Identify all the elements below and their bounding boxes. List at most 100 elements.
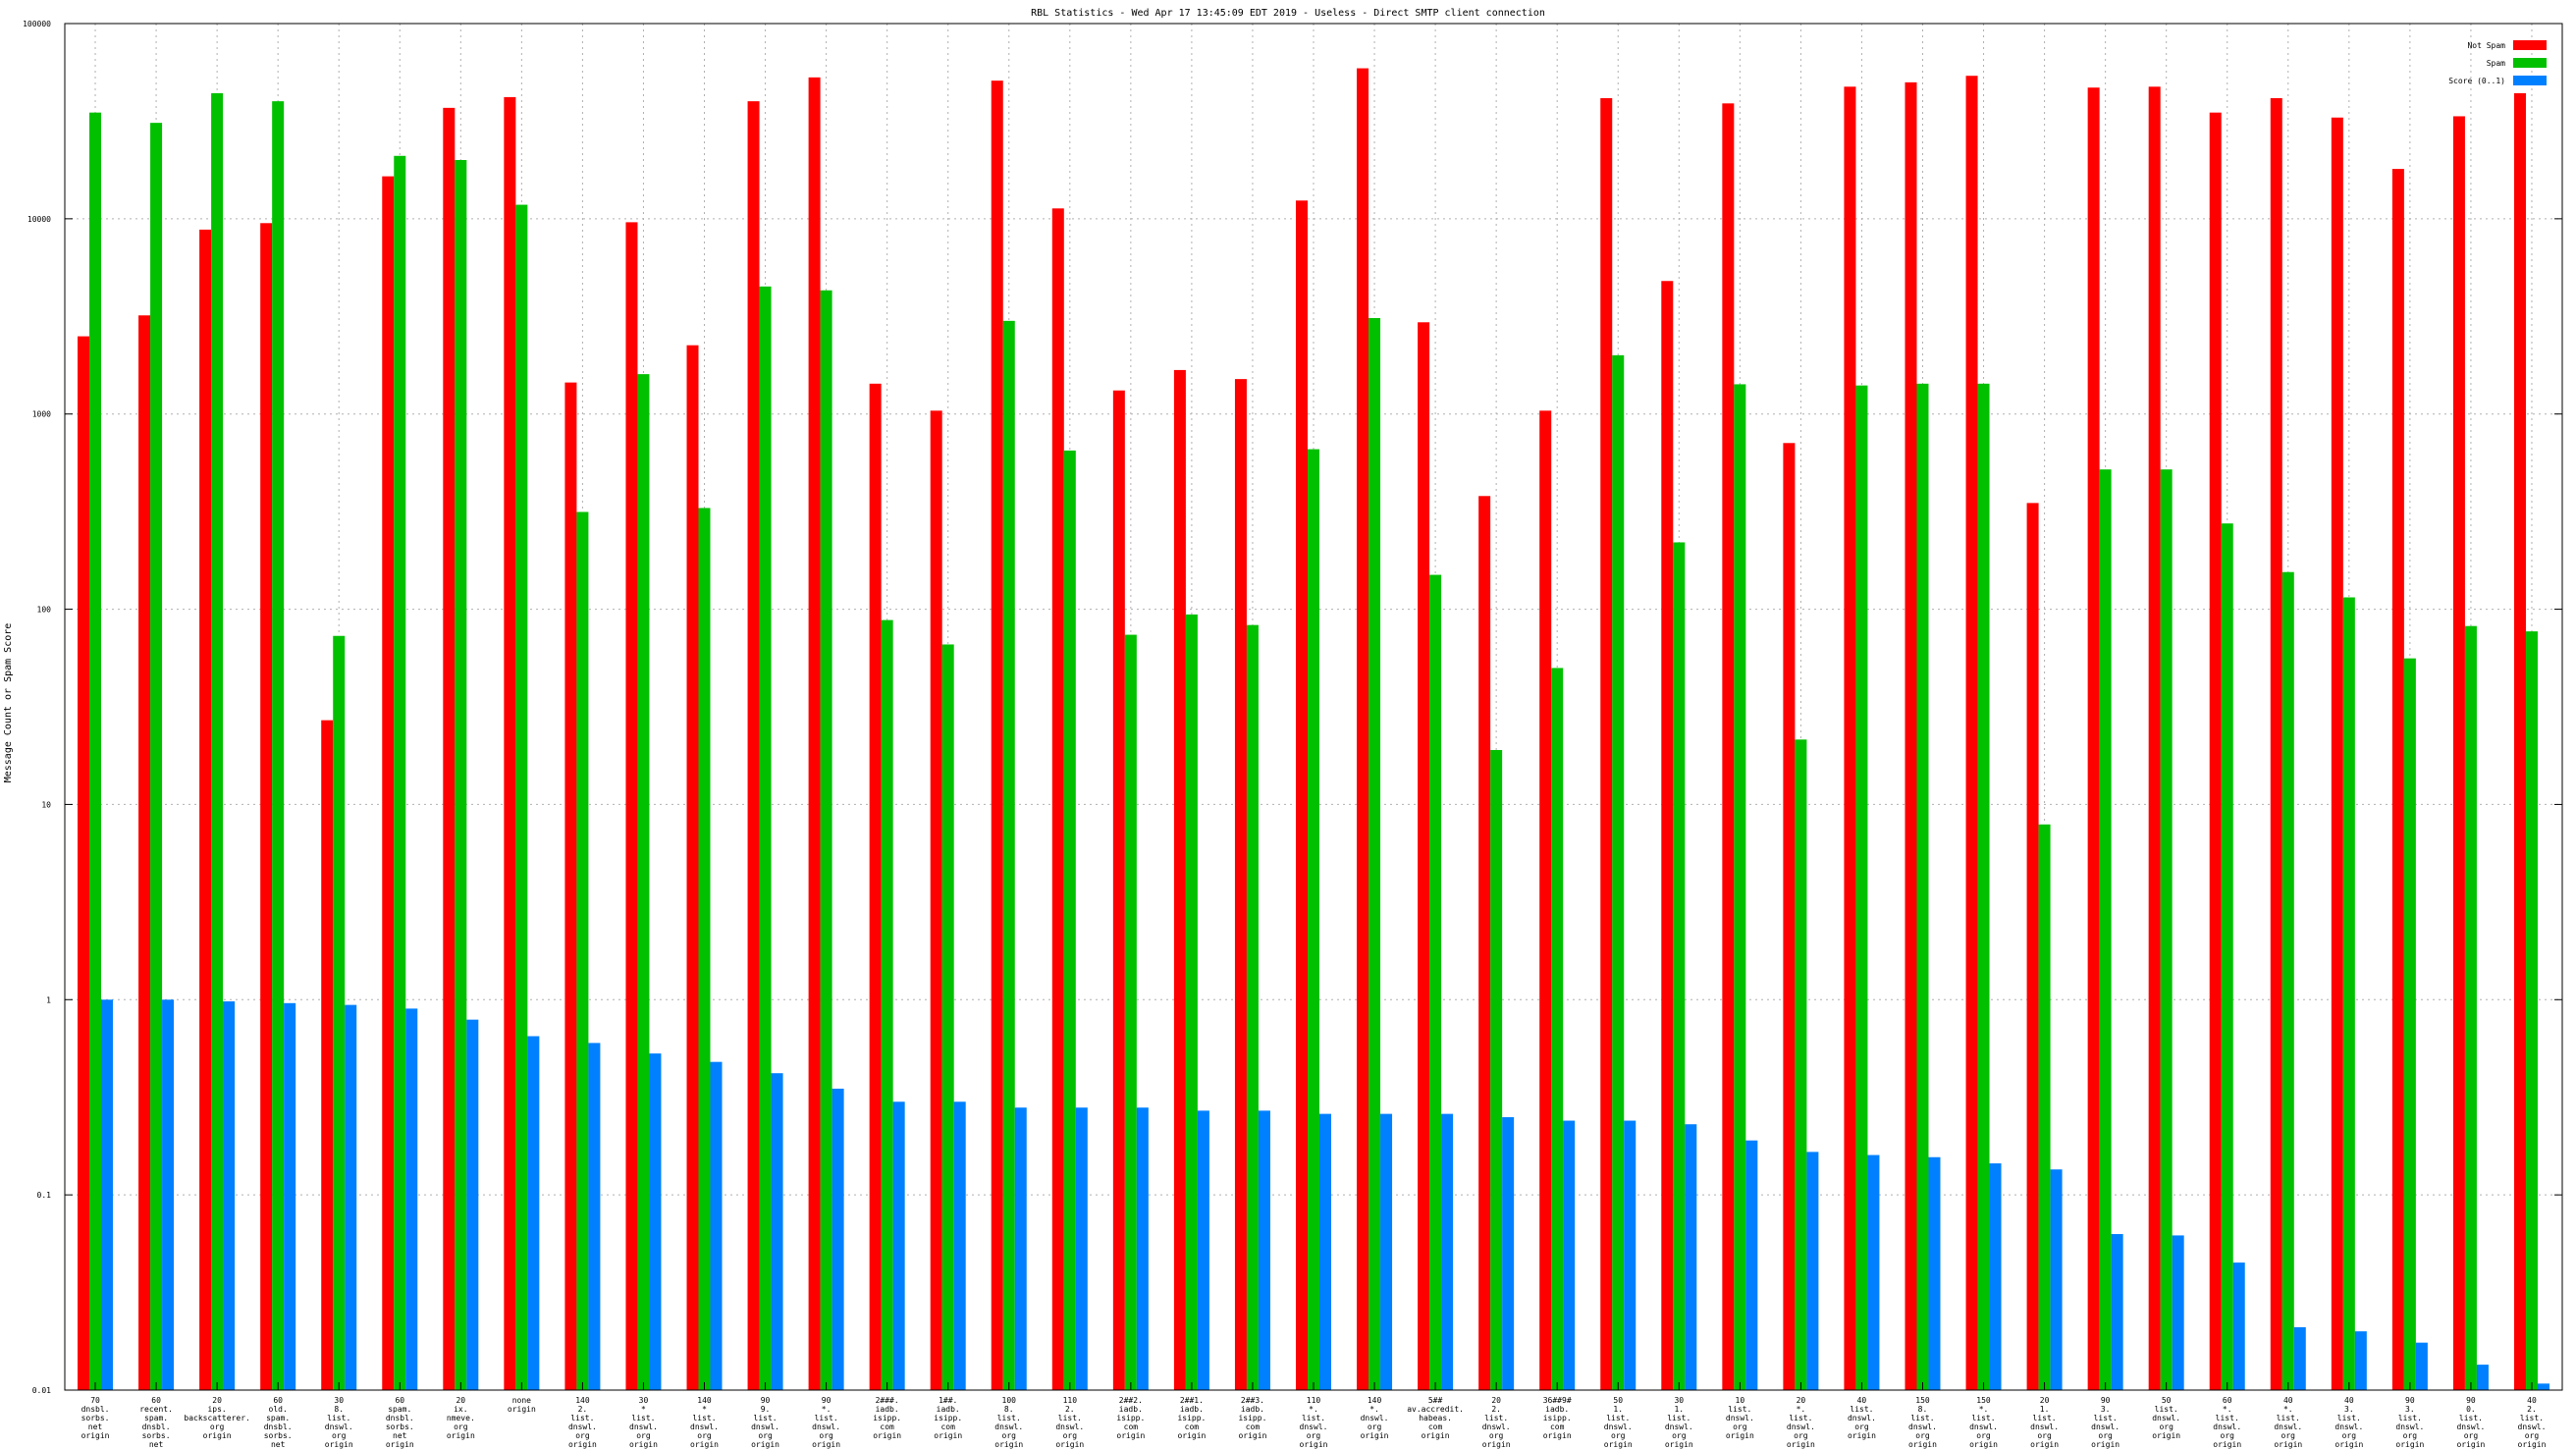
bar [443,107,456,1390]
bar [2342,597,2355,1390]
bar [284,1002,296,1390]
bar [869,383,882,1391]
y-tick-label: 10000 [27,215,51,224]
bar [394,155,406,1391]
x-tick-label: 20 1. list. dnswl. org origin [2030,1396,2059,1449]
x-tick-label: 20 ix. nmeve. org origin [447,1396,475,1440]
bar [1551,668,1564,1390]
x-tick-label: 90 3. list. dnswl. org origin [2395,1396,2424,1449]
chart-title: RBL Statistics - Wed Apr 17 13:45:09 EDT… [1031,8,1545,19]
bar [2476,1365,2489,1390]
x-tick-label: 1##. iadb. isipp. com origin [934,1396,962,1440]
bar [1661,281,1674,1390]
bar [260,223,273,1390]
bar [333,635,346,1390]
bar [1319,1113,1331,1390]
x-tick-label: 2###. iadb. isipp. com origin [873,1396,901,1440]
bar [637,374,650,1391]
bar [150,123,163,1390]
x-tick-label: 140 * list. dnswl. org origin [690,1396,719,1449]
bar [1357,68,1369,1390]
x-tick-label: 150 *. list. dnswl. org origin [1969,1396,1998,1449]
bar [1916,383,1929,1391]
bar [892,1101,905,1390]
bar [2099,469,2112,1390]
bar [2464,625,2477,1390]
bar [1234,379,1247,1391]
bar [2415,1342,2428,1390]
x-tick-label: 110 *. list. dnswl. org origin [1300,1396,1328,1449]
bar [808,77,821,1390]
x-tick-label: 10 list. dnswl. org origin [1726,1396,1754,1440]
bar [1075,1107,1088,1390]
y-tick-label: 10 [41,800,51,809]
x-tick-label: 90 9. list. dnswl. org origin [751,1396,779,1449]
legend-swatch [2513,76,2547,85]
bar [1173,369,1186,1390]
x-tick-label: none origin [508,1396,536,1414]
legend-swatch [2513,40,2547,50]
y-tick-label: 100000 [23,20,51,28]
x-axis-ticks: 70 dnsbl. sorbs. net origin 60 recent. spam. dns… [81,1382,2547,1449]
y-tick-label: 0.1 [37,1191,52,1200]
x-tick-label: 36##9# iadb. isipp. com origin [1543,1396,1572,1440]
bar [1844,86,1856,1391]
bar [1563,1120,1576,1390]
bar [2331,117,2343,1390]
x-tick-label: 20 2. list. dnswl. org origin [1482,1396,1511,1449]
bar [223,1001,236,1390]
y-tick-label: 100 [37,606,52,615]
x-tick-label: 150 8. list. dnswl. org origin [1908,1396,1937,1449]
x-tick-label: 30 * list. dnswl. org origin [629,1396,658,1449]
bar [2026,503,2039,1390]
bar [405,1008,418,1390]
bar [382,176,395,1391]
x-tick-label: 20 *. list. dnswl. org origin [1787,1396,1815,1449]
bars [78,68,2549,1391]
y-tick-label: 1000 [32,410,51,419]
bar [1783,443,1796,1391]
x-tick-label: 110 2. list. dnswl. org origin [1055,1396,1084,1449]
legend-label: Not Spam [2467,41,2505,50]
bar [1539,410,1552,1390]
bar [953,1101,966,1390]
x-tick-label: 40 2. list. dnswl. org origin [2518,1396,2547,1449]
x-tick-label: 60 spam. dnsbl. sorbs. net origin [386,1396,414,1449]
bar [1441,1113,1454,1390]
bar [1418,322,1430,1390]
bar [1014,1107,1027,1390]
bar [930,410,942,1390]
x-tick-label: 5## av.accredit. habeas. com origin [1407,1396,1464,1440]
bar [2270,97,2282,1391]
bar [1745,1140,1758,1390]
y-axis-ticks: 0.01 0.1 1 10 100 1000 10000 100000 [23,20,2562,1395]
x-tick-label: 30 1. list. dnswl. org origin [1665,1396,1693,1449]
bar [576,511,589,1390]
bar [2452,116,2465,1390]
x-tick-label: 60 *. list. dnswl. org origin [2213,1396,2241,1449]
bar [2513,92,2526,1391]
x-tick-label: 50 1. list. dnswl. org origin [1604,1396,1633,1449]
x-tick-label: 100 8. list. dnswl. org origin [994,1396,1023,1449]
bar [649,1053,662,1390]
bar [1855,385,1868,1391]
bar [1136,1107,1149,1390]
bar [321,720,334,1390]
bar [710,1061,723,1390]
x-tick-label: 90 *. list. dnswl. org origin [812,1396,840,1449]
bar [211,92,224,1391]
bar [2111,1234,2123,1390]
bar [771,1073,783,1390]
bar [881,619,893,1390]
bar [1928,1156,1941,1390]
bar [1502,1117,1515,1390]
x-tick-label: 2##1. iadb. isipp. com origin [1177,1396,1206,1440]
bar [1673,542,1686,1390]
bar [2038,824,2051,1390]
bar [2209,112,2222,1391]
bar [1368,318,1381,1390]
